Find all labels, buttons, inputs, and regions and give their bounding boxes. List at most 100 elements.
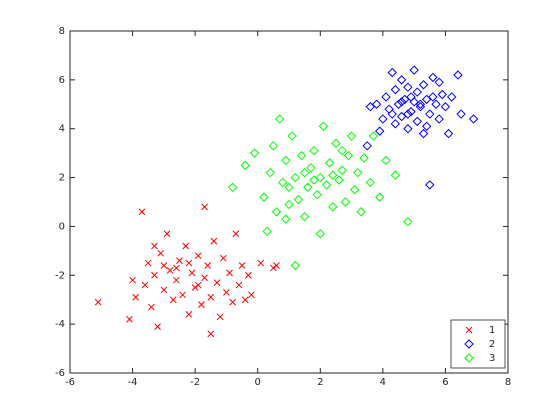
point [241, 296, 249, 304]
x-tick-label: -6 [65, 377, 75, 388]
point [278, 177, 288, 188]
point [194, 252, 202, 260]
point [362, 141, 372, 151]
point [396, 97, 407, 107]
point [232, 230, 240, 238]
legend-marker [465, 326, 473, 334]
point [147, 303, 155, 311]
point [331, 138, 341, 149]
point [337, 165, 347, 175]
point [368, 131, 379, 141]
y-tick-label: 0 [59, 221, 65, 232]
point [412, 87, 422, 97]
y-tick-label: 6 [59, 75, 65, 86]
legend-marker [464, 353, 474, 363]
point [406, 92, 416, 102]
point [390, 84, 401, 95]
point [160, 286, 168, 294]
point [425, 109, 435, 119]
point [151, 242, 158, 250]
point [381, 155, 391, 166]
legend-label: 2 [489, 339, 495, 350]
point [456, 109, 466, 119]
point [387, 67, 397, 78]
legend-label: 1 [489, 325, 495, 336]
point [359, 153, 369, 163]
point [346, 131, 357, 141]
x-tick-label: 6 [442, 377, 448, 388]
point [365, 102, 376, 112]
point [403, 82, 413, 92]
point [229, 298, 237, 306]
point [393, 99, 404, 109]
point [309, 145, 319, 156]
point [356, 207, 366, 217]
point [418, 80, 429, 90]
point [312, 189, 322, 200]
point [257, 259, 265, 267]
point [223, 289, 230, 296]
point [403, 109, 413, 119]
point [160, 262, 168, 269]
point [151, 271, 158, 279]
point [201, 274, 208, 282]
point [375, 126, 385, 136]
x-tick-label: -2 [190, 377, 200, 388]
point [274, 114, 285, 124]
point [334, 175, 344, 185]
point [403, 216, 413, 227]
point [318, 121, 329, 131]
plot-area [69, 30, 509, 374]
point [381, 92, 391, 102]
point [198, 301, 205, 308]
point [240, 160, 250, 171]
point [213, 279, 221, 286]
point [468, 114, 479, 124]
point [207, 293, 215, 301]
point [244, 271, 252, 279]
point [138, 208, 146, 216]
point [299, 167, 310, 178]
point [194, 281, 202, 289]
point [238, 262, 246, 269]
legend-marker [464, 339, 474, 349]
x-tick-label: -4 [128, 377, 138, 388]
point [173, 276, 180, 284]
point [169, 296, 177, 304]
point [132, 293, 140, 301]
point [421, 121, 432, 131]
point [337, 145, 347, 156]
point [179, 291, 186, 299]
y-tick-label: 2 [59, 173, 65, 184]
point [387, 109, 397, 119]
point [204, 262, 212, 269]
point [371, 99, 382, 109]
point [173, 264, 180, 272]
point [390, 170, 401, 180]
point [453, 70, 463, 80]
point [284, 199, 294, 210]
point [299, 211, 310, 222]
point [343, 150, 354, 161]
point [262, 226, 272, 237]
y-tick-label: -4 [55, 319, 65, 330]
point [271, 207, 282, 217]
x-tick-label: 0 [255, 377, 261, 388]
point [321, 180, 332, 190]
point [315, 172, 325, 183]
point [176, 257, 183, 264]
point [443, 128, 454, 139]
point [365, 177, 376, 188]
point [428, 72, 438, 83]
point [281, 214, 291, 224]
point [296, 150, 307, 161]
point [188, 269, 196, 277]
point [270, 264, 277, 272]
point [154, 323, 161, 330]
point [428, 92, 438, 102]
point [349, 185, 360, 195]
point [157, 249, 165, 257]
point [431, 99, 441, 109]
point [129, 276, 136, 284]
